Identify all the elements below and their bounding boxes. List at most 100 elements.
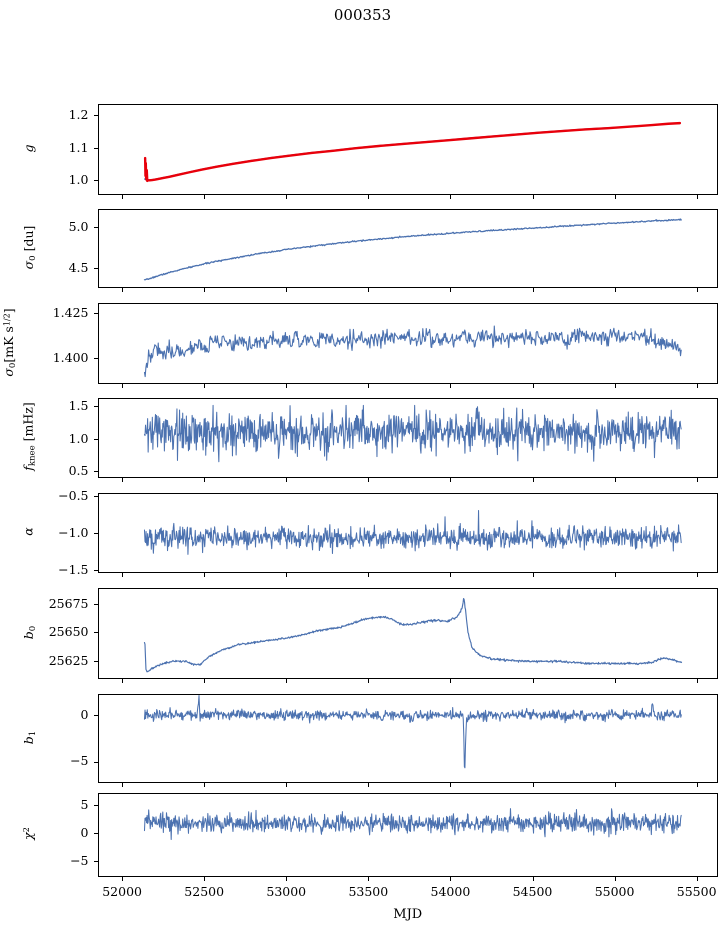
xtick-mark: [204, 783, 206, 787]
xtick-mark: [696, 384, 698, 388]
panel-fknee-ytick-mark: [93, 405, 98, 407]
xtick-mark: [696, 573, 698, 577]
xtick-mark: [532, 573, 534, 577]
panel-b0: [97, 588, 718, 679]
panel-gain-ytick-label: 1.0: [68, 172, 89, 188]
panel-alpha-ytick-label: −1.5: [58, 561, 89, 577]
panel-alpha-ytick-mark: [93, 533, 98, 534]
xtick-mark: [368, 783, 370, 787]
panel-fknee-ytick-label: 1.0: [68, 430, 89, 446]
xtick-mark: [614, 195, 616, 199]
panel-b0-ytick-mark: [93, 660, 98, 662]
xtick-mark: [450, 195, 452, 199]
xtick-mark: [696, 288, 698, 292]
xtick-mark: [614, 877, 616, 881]
xtick-mark: [122, 679, 124, 683]
xtick-mark: [450, 478, 452, 482]
xtick-mark: [204, 195, 206, 199]
panel-b1-ytick-mark: [93, 761, 98, 763]
xtick-mark: [204, 384, 206, 388]
xtick-mark: [286, 478, 288, 482]
panel-b0-ytick-label: 25650: [48, 624, 89, 640]
panel-sigma0-du-ytick-label: 4.5: [68, 260, 89, 276]
panel-gain: [97, 104, 718, 195]
panel-gain-ytick-label: 1.1: [68, 139, 89, 155]
xtick-label-3: 53500: [348, 884, 389, 899]
panel-alpha-ytick-mark: [93, 569, 98, 571]
xtick-label-1: 52500: [184, 884, 225, 899]
panel-alpha-ytick-label: −0.5: [58, 488, 89, 504]
data-line-panel-b1-0: [144, 696, 681, 768]
xtick-mark: [204, 573, 206, 577]
panel-chi2-ytick-mark: [93, 805, 98, 807]
xtick-mark: [532, 877, 534, 881]
figure-title: 000353: [333, 6, 392, 24]
panel-chi2-ytick-mark: [93, 861, 98, 863]
xtick-mark: [614, 288, 616, 292]
panel-chi2-ytick-label: 5: [80, 797, 89, 813]
xtick-mark: [368, 679, 370, 683]
xtick-mark: [368, 573, 370, 577]
panel-alpha-ytick-mark: [93, 496, 98, 498]
data-line-panel-sigma0-mk-0: [144, 326, 681, 377]
panel-gain-ytick-mark: [93, 180, 98, 182]
panel-sigma0-du-axis-label: σ0 [du]: [20, 225, 38, 269]
xtick-mark: [286, 195, 288, 199]
data-line-panel-gain-0: [144, 123, 679, 180]
xtick-label-7: 55500: [676, 884, 717, 899]
panel-chi2-ytick-label: −5: [70, 853, 89, 869]
panel-sigma0-mk-ytick-mark: [93, 312, 98, 314]
panel-b1-axis-label: b1: [20, 730, 38, 744]
xtick-mark: [450, 783, 452, 787]
panel-gain-ytick-mark: [93, 115, 98, 117]
xtick-mark: [614, 384, 616, 388]
panel-b0-ytick-mark: [93, 603, 98, 605]
xtick-mark: [204, 679, 206, 683]
xtick-mark: [122, 783, 124, 787]
panel-fknee-ytick-mark: [93, 471, 98, 473]
xtick-mark: [122, 573, 124, 577]
panel-chi2-axis-label: χ2: [20, 827, 36, 840]
panel-b1-ytick-label: −5: [70, 753, 89, 769]
xtick-mark: [450, 288, 452, 292]
xtick-mark: [532, 478, 534, 482]
xtick-mark: [614, 478, 616, 482]
panel-b1-ytick-label: 0: [80, 706, 89, 722]
panel-gain-ytick-mark: [93, 147, 98, 149]
xtick-mark: [450, 877, 452, 881]
xtick-mark: [204, 877, 206, 881]
panel-alpha-ytick-label: −1.0: [58, 525, 89, 540]
data-line-panel-b0-0: [144, 599, 681, 672]
xtick-mark: [368, 384, 370, 388]
panel-sigma0-mk-axis-label: σ0[mK s1/2]: [0, 307, 18, 377]
data-line-panel-chi2-0: [144, 809, 681, 840]
panel-sigma0-mk: [97, 303, 718, 384]
xtick-mark: [368, 877, 370, 881]
panel-chi2-ytick-mark: [93, 833, 98, 835]
xtick-mark: [614, 679, 616, 683]
xtick-mark: [696, 478, 698, 482]
panel-sigma0-du-ytick-mark: [93, 227, 98, 229]
panel-fknee-axis-label: fknee [mHz]: [20, 402, 38, 471]
xtick-label-0: 52000: [102, 884, 142, 899]
xtick-mark: [532, 288, 534, 292]
xtick-mark: [286, 384, 288, 388]
panel-alpha: [97, 493, 718, 573]
xtick-mark: [286, 679, 288, 683]
xtick-mark: [286, 783, 288, 787]
panel-b0-ytick-mark: [93, 632, 98, 634]
xtick-mark: [614, 573, 616, 577]
data-line-panel-sigma0-du-0: [144, 219, 681, 280]
xtick-mark: [286, 877, 288, 881]
xtick-mark: [368, 478, 370, 482]
xtick-mark: [696, 195, 698, 199]
xtick-mark: [532, 195, 534, 199]
xtick-mark: [368, 195, 370, 199]
xtick-mark: [532, 384, 534, 388]
panel-b0-ytick-label: 25625: [48, 652, 89, 668]
xtick-mark: [450, 384, 452, 388]
panel-sigma0-mk-ytick-mark: [93, 357, 98, 359]
xtick-mark: [532, 783, 534, 787]
panel-sigma0-mk-ytick-label: 1.425: [52, 304, 89, 320]
